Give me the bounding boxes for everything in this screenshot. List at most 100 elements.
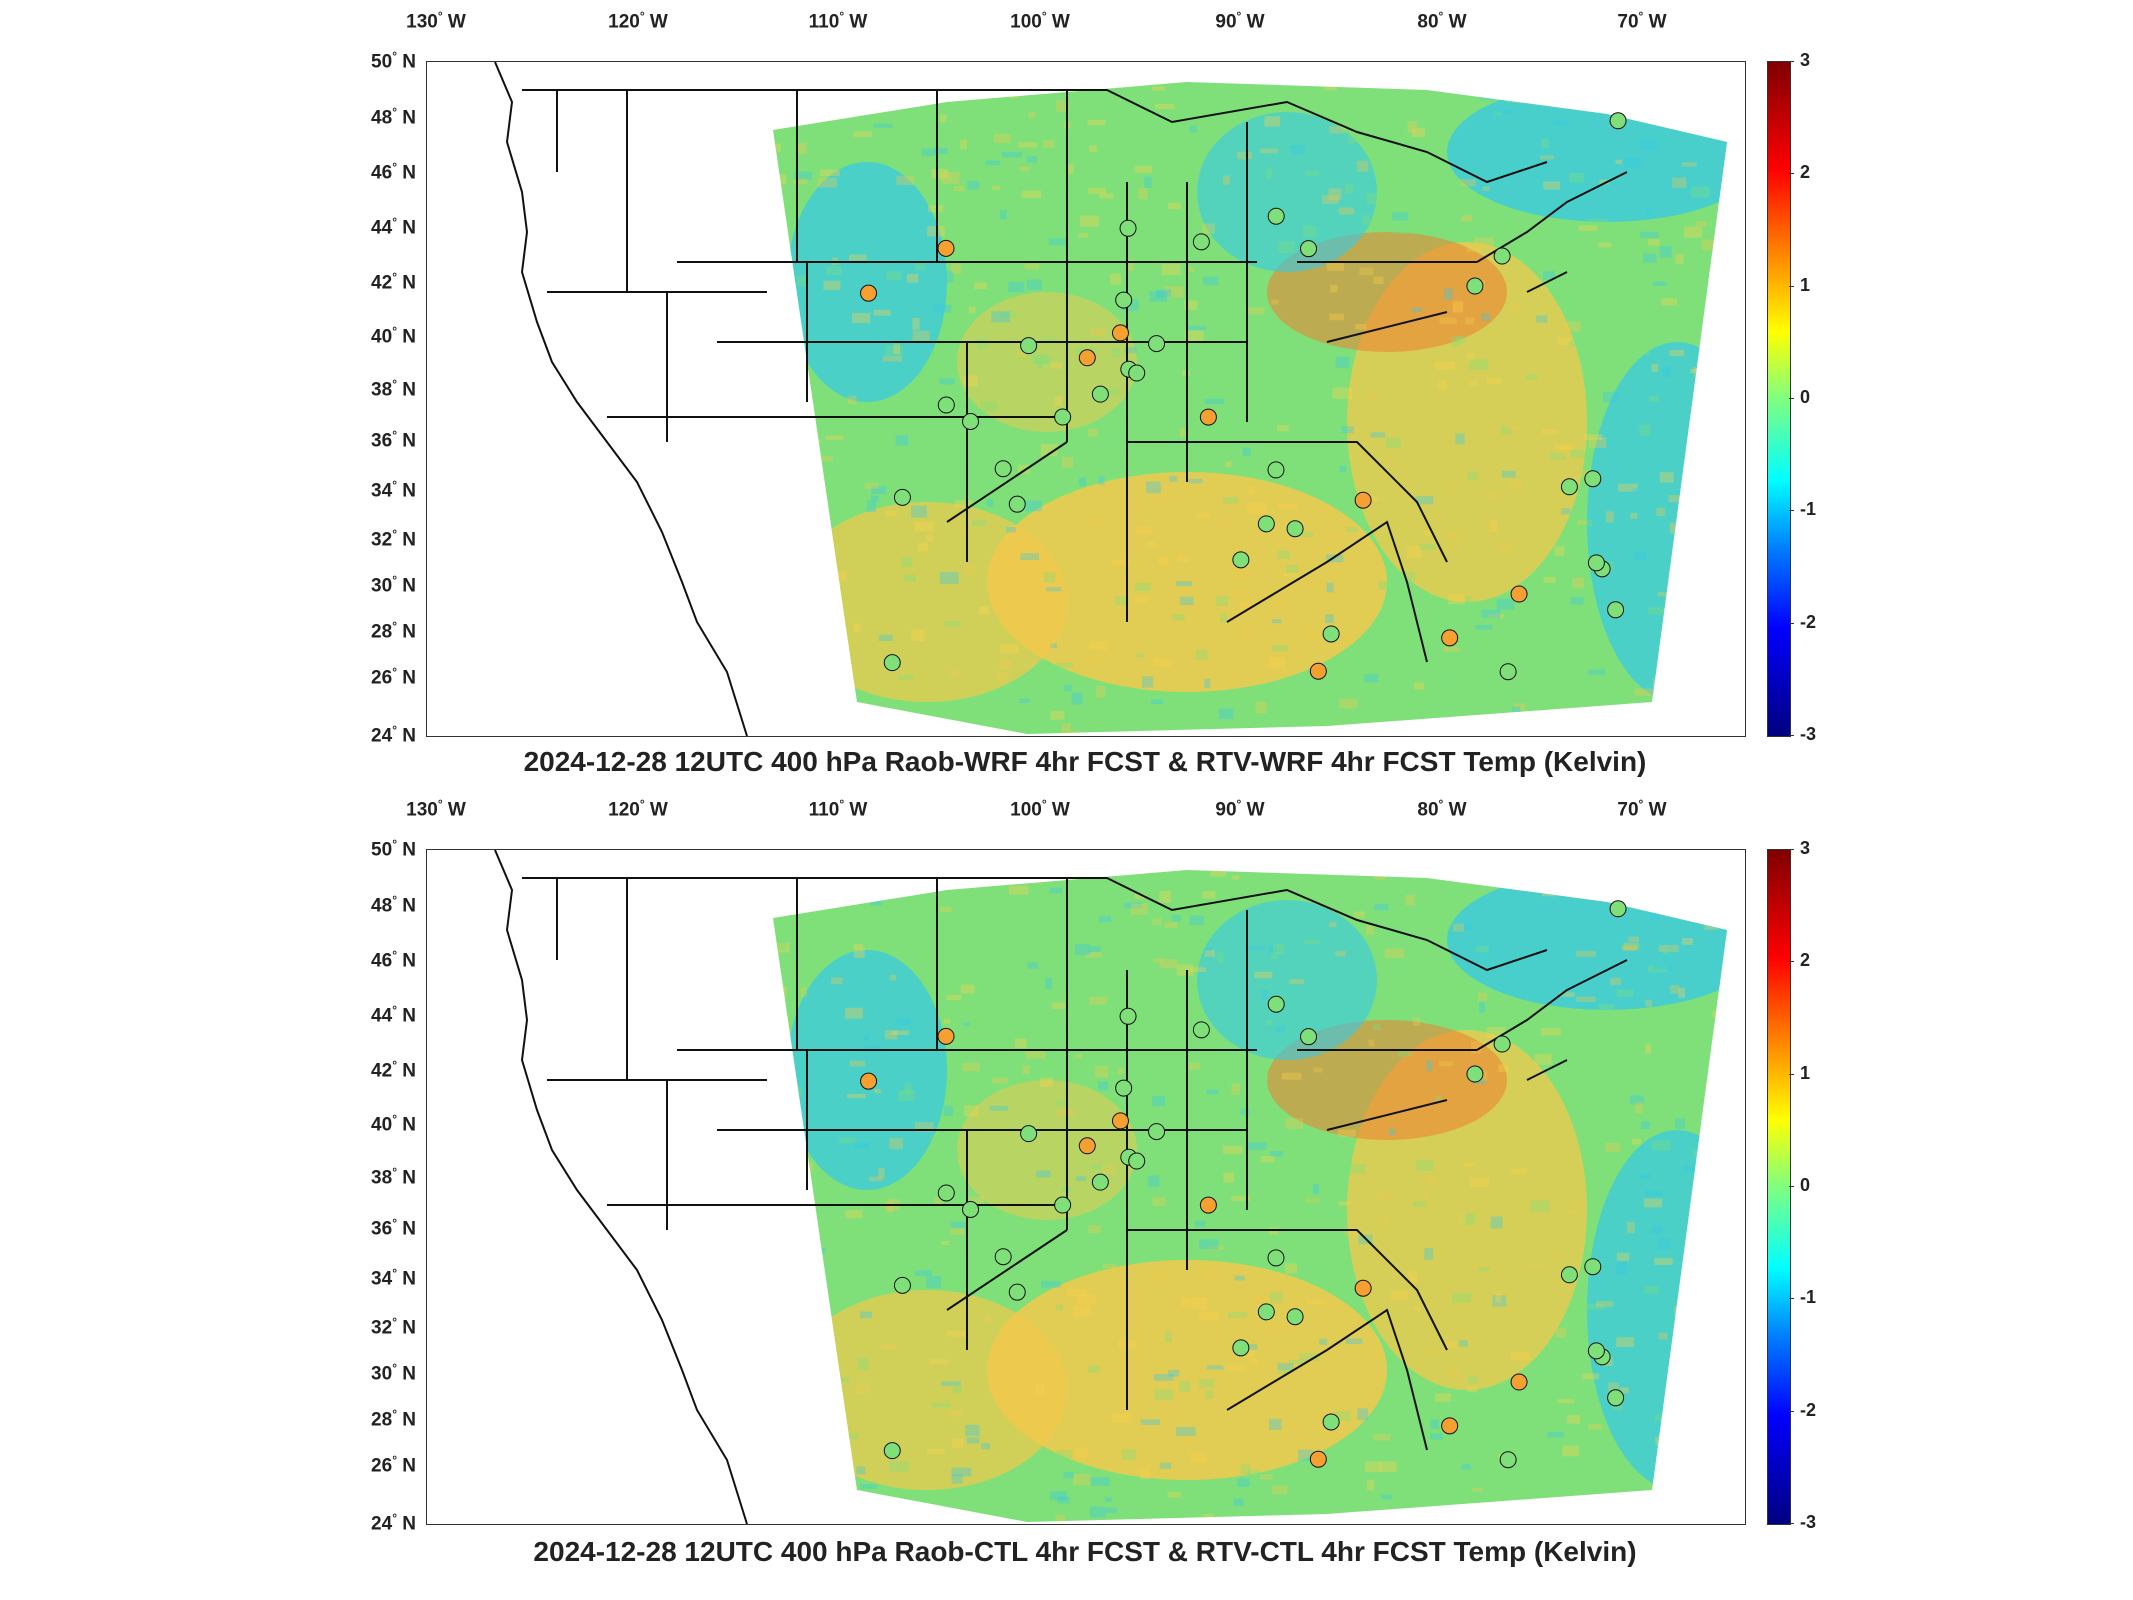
field-texture xyxy=(1691,186,1710,198)
field-texture xyxy=(1366,1479,1375,1491)
field-texture xyxy=(1555,236,1576,245)
field-texture xyxy=(1662,366,1672,378)
field-texture xyxy=(1365,395,1376,402)
raob-station-marker xyxy=(1584,470,1602,488)
field-texture xyxy=(1199,1312,1218,1321)
field-texture xyxy=(787,1492,797,1500)
field-texture xyxy=(1349,915,1368,921)
field-texture xyxy=(931,1402,951,1408)
field-texture xyxy=(1490,1216,1503,1229)
tick-hemisphere: W xyxy=(844,799,868,821)
longitude-tick-label: 110° W xyxy=(809,9,868,33)
field-texture xyxy=(965,1424,980,1437)
tick-hemisphere: W xyxy=(1241,11,1265,33)
field-texture xyxy=(1658,1480,1667,1486)
field-texture xyxy=(1129,434,1137,442)
field-texture xyxy=(1582,1373,1600,1380)
field-texture xyxy=(1151,912,1170,925)
field-texture xyxy=(1260,1474,1273,1480)
raob-station-marker xyxy=(883,1442,901,1460)
degree-symbol: ° xyxy=(392,837,397,851)
field-texture xyxy=(1635,228,1648,236)
tick-number: 36 xyxy=(371,1218,393,1240)
field-texture xyxy=(1543,271,1556,280)
raob-station-marker xyxy=(994,1248,1012,1266)
field-texture xyxy=(773,1003,793,1014)
field-texture xyxy=(1071,692,1083,705)
field-texture xyxy=(1735,1157,1741,1169)
field-texture xyxy=(1392,966,1406,973)
field-texture xyxy=(1682,1060,1702,1068)
field-texture xyxy=(980,401,997,412)
field-texture xyxy=(1270,952,1279,959)
field-texture xyxy=(992,185,1000,190)
field-texture xyxy=(1134,893,1148,899)
field-texture xyxy=(1635,1102,1643,1114)
field-texture xyxy=(1359,267,1374,276)
tick-number: 44 xyxy=(371,217,393,239)
field-texture xyxy=(1660,1460,1670,1465)
tick-hemisphere: N xyxy=(397,1060,416,1082)
field-texture xyxy=(967,181,980,190)
field-texture xyxy=(1045,977,1052,989)
field-texture xyxy=(779,893,799,906)
field-texture xyxy=(1453,923,1464,932)
raob-station-marker xyxy=(1148,335,1166,353)
field-texture xyxy=(1465,596,1473,609)
field-texture xyxy=(793,171,812,180)
tick-number: 38 xyxy=(371,378,393,400)
field-texture xyxy=(1085,952,1103,958)
field-texture xyxy=(1182,369,1190,376)
panel-title-top: 2024-12-28 12UTC 400 hPa Raob-WRF 4hr FC… xyxy=(523,746,1647,777)
colorbar-tick-mark xyxy=(1789,285,1794,287)
field-texture xyxy=(1610,861,1627,867)
field-texture xyxy=(1612,1403,1623,1411)
field-texture xyxy=(1447,593,1466,605)
field-texture xyxy=(1239,627,1256,636)
raob-station-marker xyxy=(1054,408,1072,426)
field-texture xyxy=(800,1222,819,1229)
field-texture xyxy=(1123,1521,1142,1522)
field-texture xyxy=(931,168,948,179)
field-texture xyxy=(1628,936,1639,943)
field-texture xyxy=(968,306,976,314)
field-texture xyxy=(1144,71,1157,76)
state-border xyxy=(494,62,748,736)
field-texture xyxy=(1326,582,1334,593)
field-texture xyxy=(1365,924,1374,935)
field-texture xyxy=(1493,211,1514,218)
field-texture xyxy=(1413,682,1425,690)
tick-hemisphere: N xyxy=(397,1513,416,1535)
field-texture xyxy=(1209,870,1226,877)
tick-hemisphere: W xyxy=(844,11,868,33)
field-texture xyxy=(1439,1061,1453,1067)
field-texture xyxy=(1541,1028,1561,1036)
field-texture xyxy=(1205,950,1215,958)
degree-symbol: ° xyxy=(1638,797,1644,811)
raob-station-marker xyxy=(1111,324,1129,342)
field-texture xyxy=(1140,735,1152,736)
degree-symbol: ° xyxy=(392,1407,397,1422)
field-texture xyxy=(1468,380,1478,386)
field-texture xyxy=(783,1086,802,1095)
latitude-tick-label: 40° N xyxy=(356,324,416,348)
field-texture xyxy=(1452,301,1464,313)
field-texture xyxy=(1098,1081,1108,1091)
field-texture xyxy=(1497,854,1506,862)
field-texture xyxy=(1391,133,1409,143)
field-texture xyxy=(1392,576,1405,584)
field-texture xyxy=(1138,188,1148,200)
field-texture xyxy=(1356,160,1369,172)
field-texture xyxy=(1024,263,1040,270)
field-texture xyxy=(1569,172,1584,183)
field-texture xyxy=(1689,1210,1705,1215)
field-texture xyxy=(1202,276,1219,286)
field-texture xyxy=(1286,1481,1298,1489)
field-texture xyxy=(1140,1419,1160,1425)
state-border xyxy=(1127,1229,1448,1351)
field-texture xyxy=(1723,355,1727,361)
field-texture xyxy=(1406,545,1422,558)
field-texture xyxy=(1043,140,1055,148)
field-texture xyxy=(1064,951,1082,961)
field-texture xyxy=(1467,471,1478,481)
